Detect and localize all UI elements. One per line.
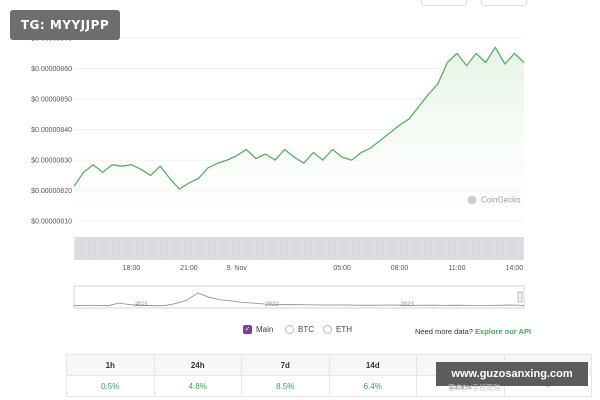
period-change: 6.4%	[328, 375, 417, 397]
x-tick-label: 18:00	[123, 265, 141, 272]
navigator-year-label: 2022	[265, 302, 279, 308]
legend-label-btc: BTC	[298, 325, 314, 334]
period-header: 24h	[153, 354, 242, 376]
need-more-data: Need more data? Explore our API	[415, 327, 531, 336]
price-chart-svg: $0.00000810 $0.00000820 $0.00000830 $0.0000…	[31, 36, 525, 309]
x-tick-label: 9. Nov	[227, 265, 248, 272]
coingecko-logo-icon	[467, 195, 477, 205]
y-tick-label: $0.00000830	[31, 158, 72, 165]
performance-values-row: 0.5% 4.8% 8.5% 6.4% 23.9% -	[66, 375, 592, 397]
x-tick-label: 05:00	[333, 265, 351, 272]
performance-table: 1h 24h 7d 14d 30d 1y 0.5% 4.8% 8.5% 6.4%…	[66, 354, 592, 397]
price-chart: $0.00000810 $0.00000820 $0.00000830 $0.0000…	[31, 36, 525, 309]
explore-api-link[interactable]: Explore our API	[475, 327, 532, 336]
navigator-line	[73, 292, 525, 307]
x-tick-label: 14:00	[506, 265, 524, 272]
faint-overlay-text: 要求CH手段策略	[448, 385, 501, 392]
site-watermark-banner: www.guzosanxing.com	[436, 362, 588, 386]
x-tick-label: 08:00	[391, 265, 409, 272]
period-header: 14d	[328, 354, 417, 376]
x-tick-label: 21:00	[180, 265, 198, 272]
period-header: 1h	[66, 354, 155, 376]
tg-watermark-banner: TG: MYYJJPP	[10, 10, 120, 40]
top-toolbar-button[interactable]	[481, 0, 527, 6]
x-tick-label: 11:00	[448, 265, 465, 272]
y-tick-label: $0.00000840	[31, 127, 72, 134]
y-tick-label: $0.00000860	[31, 66, 72, 73]
legend-item-main[interactable]: ✓ Main	[243, 325, 273, 334]
price-line	[73, 46, 525, 190]
y-tick-label: $0.00000850	[31, 97, 72, 104]
navigator-year-label: 2023	[400, 302, 414, 308]
y-tick-label: $0.00000810	[31, 219, 72, 226]
legend-item-btc[interactable]: BTC	[285, 325, 314, 334]
period-change: 8.5%	[241, 375, 330, 397]
price-area	[74, 47, 524, 228]
radio-unchecked-icon[interactable]	[285, 325, 294, 334]
navigator-handle	[517, 291, 523, 303]
period-change: 4.8%	[153, 375, 242, 397]
period-header: 7d	[241, 354, 330, 376]
need-more-text: Need more data?	[415, 327, 473, 336]
navigator-year-label: 2021	[135, 302, 149, 308]
legend-label-main: Main	[256, 325, 274, 334]
period-change: 0.5%	[66, 375, 155, 397]
navigator-frame	[73, 285, 525, 309]
checkbox-checked-icon[interactable]: ✓	[243, 325, 252, 334]
y-tick-label: $0.00000820	[31, 188, 72, 195]
top-toolbar-button[interactable]	[421, 0, 467, 6]
legend-item-eth[interactable]: ETH	[323, 325, 352, 334]
legend-label-eth: ETH	[336, 325, 352, 334]
coingecko-watermark: CoinGecko	[481, 196, 521, 205]
radio-unchecked-icon[interactable]	[323, 325, 332, 334]
